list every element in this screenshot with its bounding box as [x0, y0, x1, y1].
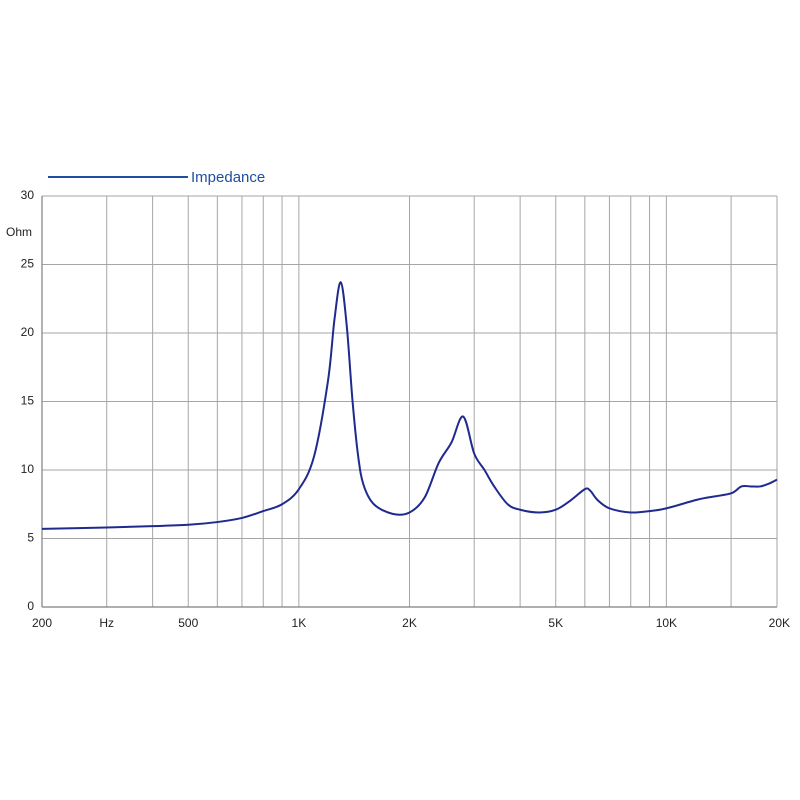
x-tick-label: 1K	[292, 616, 307, 630]
series	[41, 281, 778, 530]
x-tick-label: 20K	[769, 616, 790, 630]
series-line-impedance	[41, 281, 778, 530]
tick-labels: 0 5 10 15 20 25 30 200 500 1K 2K 5K 10K 20K Hz	[21, 188, 790, 630]
legend-label-impedance: Impedance	[191, 169, 265, 186]
y-tick-label: 25	[21, 257, 35, 271]
y-axis-unit-label: Ohm	[6, 225, 32, 239]
y-tick-label: 0	[27, 599, 34, 613]
axes	[41, 196, 778, 608]
x-tick-label: 2K	[402, 616, 417, 630]
y-tick-label: 20	[21, 325, 35, 339]
y-tick-label: 15	[21, 394, 35, 408]
x-tick-label: 200	[32, 616, 52, 630]
y-tick-label: 30	[21, 188, 35, 202]
y-tick-label: 5	[27, 531, 34, 545]
x-tick-label: 500	[178, 616, 198, 630]
x-tick-label: 10K	[656, 616, 677, 630]
x-tick-label: 5K	[548, 616, 563, 630]
legend: Impedance	[48, 169, 265, 186]
x-axis-unit-label: Hz	[99, 616, 114, 630]
y-tick-label: 10	[21, 462, 35, 476]
grid	[42, 195, 777, 607]
